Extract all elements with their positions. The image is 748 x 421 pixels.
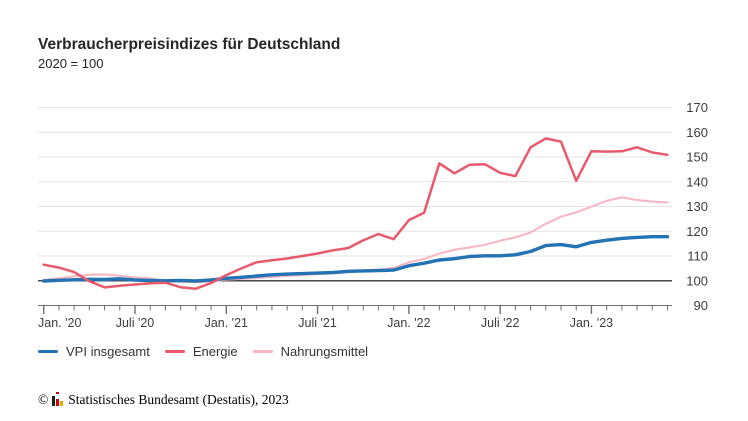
legend-label: Energie bbox=[192, 344, 238, 359]
legend-label: Nahrungsmittel bbox=[280, 344, 369, 359]
series-line-vpi-insgesamt bbox=[42, 234, 670, 283]
destatis-bar-chart-icon bbox=[52, 391, 64, 406]
x-axis-label: Jan. '20 bbox=[38, 316, 81, 330]
y-axis-label: 130 bbox=[686, 199, 708, 214]
source-attribution: © Statistisches Bundesamt (Destatis), 20… bbox=[38, 391, 289, 408]
y-axis-label: 120 bbox=[686, 224, 708, 239]
y-axis-label: 100 bbox=[686, 273, 708, 288]
legend-item-vpi-insgesamt[interactable]: VPI insgesamt bbox=[38, 344, 150, 359]
nahrungsmittel-line-swatch-icon bbox=[252, 350, 273, 353]
x-axis-label: Juli '21 bbox=[298, 316, 337, 330]
y-axis-label: 150 bbox=[686, 150, 708, 165]
legend-item-nahrungsmittel[interactable]: Nahrungsmittel bbox=[252, 344, 369, 359]
chart-legend: VPI insgesamt Energie Nahrungsmittel bbox=[38, 344, 383, 359]
x-axis-label: Jan. '21 bbox=[205, 316, 248, 330]
series-line-energie bbox=[42, 137, 669, 290]
y-axis-label: 170 bbox=[686, 100, 708, 115]
copyright-symbol: © bbox=[38, 392, 49, 407]
source-text: Statistisches Bundesamt (Destatis), 2023 bbox=[68, 392, 289, 407]
x-axis-label: Jan. '23 bbox=[570, 316, 613, 330]
x-axis-label: Jan. '22 bbox=[387, 316, 430, 330]
energie-line-swatch-icon bbox=[164, 350, 185, 353]
y-axis-label: 140 bbox=[686, 174, 708, 189]
y-axis-label: 90 bbox=[694, 298, 708, 313]
logo-bar-red bbox=[56, 398, 60, 406]
legend-item-energie[interactable]: Energie bbox=[164, 344, 238, 359]
chart-title: Verbraucherpreisindizes für Deutschland bbox=[38, 36, 341, 53]
logo-bar-gold bbox=[60, 400, 64, 406]
chart-subtitle: 2020 = 100 bbox=[38, 56, 104, 71]
x-axis-label: Juli '22 bbox=[481, 316, 520, 330]
legend-label: VPI insgesamt bbox=[66, 344, 150, 359]
x-axis-label: Juli '20 bbox=[116, 316, 155, 330]
y-axis-label: 110 bbox=[687, 249, 708, 264]
vpi-line-swatch-icon bbox=[38, 349, 58, 354]
logo-bar-black bbox=[52, 395, 56, 406]
logo-dot-red bbox=[56, 391, 60, 394]
y-axis-label: 160 bbox=[686, 125, 708, 140]
